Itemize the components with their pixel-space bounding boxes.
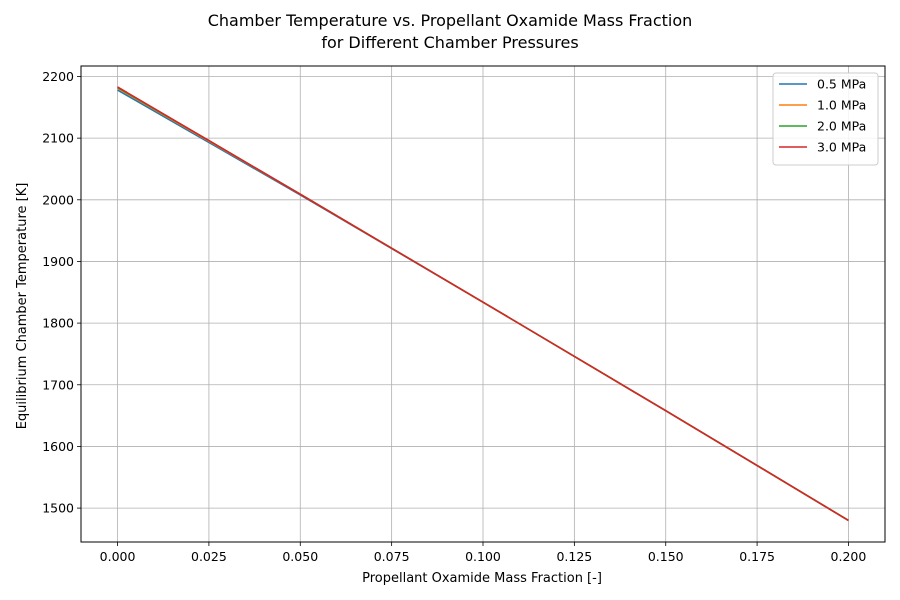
x-tick-label: 0.200 [831,549,867,564]
series-line-3 [117,86,849,522]
x-tick-label: 0.100 [465,549,501,564]
legend-label: 1.0 MPa [817,98,866,113]
x-tick-label: 0.125 [556,549,592,564]
x-tick-label: 0.000 [100,549,136,564]
series-layer [117,86,849,522]
legend-label: 2.0 MPa [817,119,866,134]
x-axis: 0.000 0.025 0.050 0.075 0.100 0.125 0.150 0.175… [100,542,867,564]
y-tick-label: 1500 [42,501,74,516]
x-tick-label: 0.175 [739,549,775,564]
legend: 0.5 MPa 1.0 MPa 2.0 MPa 3.0 MPa [772,72,879,166]
x-tick-label: 0.075 [374,549,410,564]
x-axis-label: Propellant Oxamide Mass Fraction [-] [362,571,602,586]
legend-label: 3.0 MPa [817,140,866,155]
y-tick-label: 2100 [42,131,74,146]
x-tick-label: 0.025 [191,549,227,564]
x-tick-label: 0.050 [282,549,318,564]
y-tick-label: 1600 [42,439,74,454]
y-tick-label: 1800 [42,316,74,331]
y-axis: 1500 1600 1700 1800 1900 2000 2100 2200 [42,69,81,516]
y-tick-label: 1700 [42,377,74,392]
y-tick-label: 1900 [42,254,74,269]
y-axis-label: Equilibrium Chamber Temperature [K] [15,183,30,430]
chart-title-line2: for Different Chamber Pressures [321,33,578,52]
y-tick-label: 2200 [42,69,74,84]
grid-layer [81,66,885,542]
y-tick-label: 2000 [42,192,74,207]
x-tick-label: 0.150 [648,549,684,564]
legend-label: 0.5 MPa [817,77,866,92]
legend-box [772,72,879,166]
chart-title-line1: Chamber Temperature vs. Propellant Oxami… [208,11,693,30]
